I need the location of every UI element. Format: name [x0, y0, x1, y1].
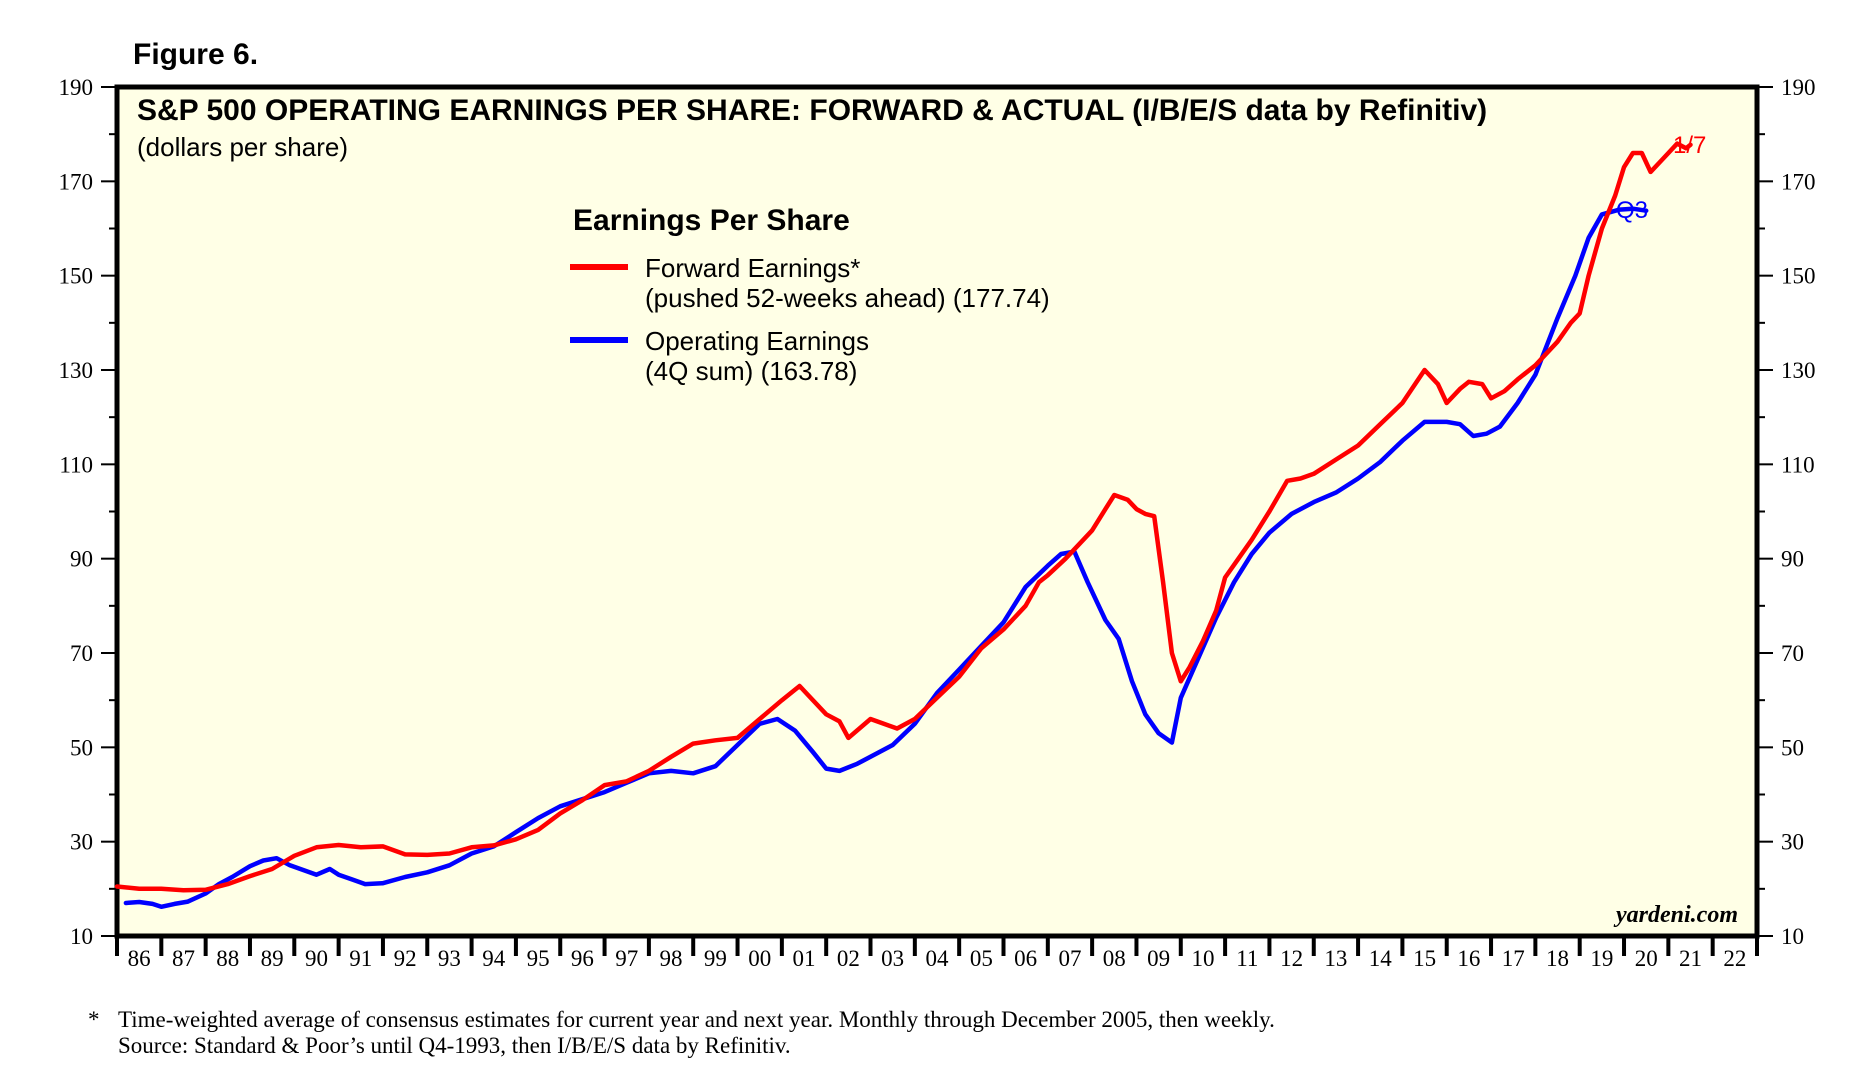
- figure-label: Figure 6.: [133, 38, 258, 71]
- y-tick-label-left: 110: [59, 452, 93, 477]
- chart-subtitle: (dollars per share): [137, 132, 348, 162]
- x-tick-label: 18: [1546, 946, 1569, 971]
- y-tick-label-right: 30: [1781, 830, 1804, 855]
- footnote-star: *: [88, 1007, 100, 1032]
- forward-earnings-line: [114, 141, 1693, 893]
- forward-end-label: 1/7: [1673, 132, 1706, 159]
- x-tick-label: 91: [349, 946, 372, 971]
- chart-title: S&P 500 OPERATING EARNINGS PER SHARE: FO…: [137, 94, 1487, 127]
- y-tick-label-left: 170: [59, 169, 94, 194]
- x-tick-label: 93: [438, 946, 461, 971]
- legend-sublabel-forward: (pushed 52-weeks ahead) (177.74): [645, 283, 1050, 313]
- x-tick-label: 07: [1058, 946, 1081, 971]
- y-tick-label-left: 130: [59, 358, 94, 383]
- x-tick-label: 09: [1147, 946, 1170, 971]
- x-tick-label: 90: [305, 946, 328, 971]
- x-tick-label: 86: [128, 946, 151, 971]
- legend-sublabel-operating: (4Q sum) (163.78): [645, 356, 857, 386]
- y-tick-label-right: 110: [1781, 452, 1815, 477]
- x-tick-label: 12: [1280, 946, 1303, 971]
- x-tick-label: 05: [970, 946, 993, 971]
- operating-earnings-line: [123, 206, 1649, 910]
- x-tick-label: 88: [216, 946, 239, 971]
- y-tick-label-right: 150: [1781, 264, 1816, 289]
- x-tick-label: 08: [1103, 946, 1126, 971]
- footnote-line-1: Time-weighted average of consensus estim…: [118, 1007, 1275, 1032]
- legend: Earnings Per Share Forward Earnings* (pu…: [570, 204, 1050, 386]
- x-tick-label: 13: [1324, 946, 1347, 971]
- x-tick-label: 95: [527, 946, 550, 971]
- y-tick-label-left: 70: [70, 641, 93, 666]
- y-tick-label-left: 10: [70, 924, 93, 949]
- plot-area: [114, 84, 1760, 939]
- footnote-line-2: Source: Standard & Poor’s until Q4-1993,…: [118, 1033, 791, 1058]
- x-tick-label: 94: [482, 946, 506, 971]
- x-tick-label: 06: [1014, 946, 1037, 971]
- x-tick-label: 96: [571, 946, 594, 971]
- x-tick-label: 99: [704, 946, 727, 971]
- y-tick-label-right: 50: [1781, 735, 1804, 760]
- legend-label-operating: Operating Earnings: [645, 326, 869, 356]
- x-tick-label: 11: [1236, 946, 1258, 971]
- y-tick-label-right: 10: [1781, 924, 1804, 949]
- y-tick-label-left: 190: [59, 75, 94, 100]
- x-tick-label: 10: [1191, 946, 1214, 971]
- legend-title: Earnings Per Share: [573, 204, 850, 237]
- y-tick-label-left: 90: [70, 547, 93, 572]
- x-tick-label: 19: [1590, 946, 1613, 971]
- x-tick-label: 15: [1413, 946, 1436, 971]
- series-lines: [114, 141, 1693, 910]
- operating-end-label: Q3: [1616, 197, 1648, 224]
- x-tick-label: 03: [881, 946, 904, 971]
- x-tick-label: 22: [1723, 946, 1746, 971]
- y-tick-label-left: 50: [70, 735, 93, 760]
- x-tick-label: 87: [172, 946, 195, 971]
- x-tick-label: 01: [793, 946, 816, 971]
- y-tick-label-right: 70: [1781, 641, 1804, 666]
- x-tick-label: 20: [1635, 946, 1658, 971]
- legend-label-forward: Forward Earnings*: [645, 253, 860, 283]
- x-tick-label: 97: [615, 946, 638, 971]
- x-tick-label: 16: [1457, 946, 1480, 971]
- x-tick-label: 21: [1679, 946, 1702, 971]
- y-tick-label-left: 30: [70, 830, 93, 855]
- y-tick-label-left: 150: [59, 264, 94, 289]
- x-tick-label: 17: [1502, 946, 1525, 971]
- x-tick-label: 04: [926, 946, 950, 971]
- y-tick-label-right: 90: [1781, 547, 1804, 572]
- y-tick-label-right: 170: [1781, 169, 1816, 194]
- x-tick-label: 92: [394, 946, 417, 971]
- x-tick-label: 02: [837, 946, 860, 971]
- y-tick-label-right: 130: [1781, 358, 1816, 383]
- x-tick-label: 98: [660, 946, 683, 971]
- x-tick-label: 14: [1369, 946, 1393, 971]
- x-tick-label: 89: [261, 946, 284, 971]
- y-tick-label-right: 190: [1781, 75, 1816, 100]
- watermark: yardeni.com: [1613, 902, 1738, 928]
- x-tick-label: 00: [748, 946, 771, 971]
